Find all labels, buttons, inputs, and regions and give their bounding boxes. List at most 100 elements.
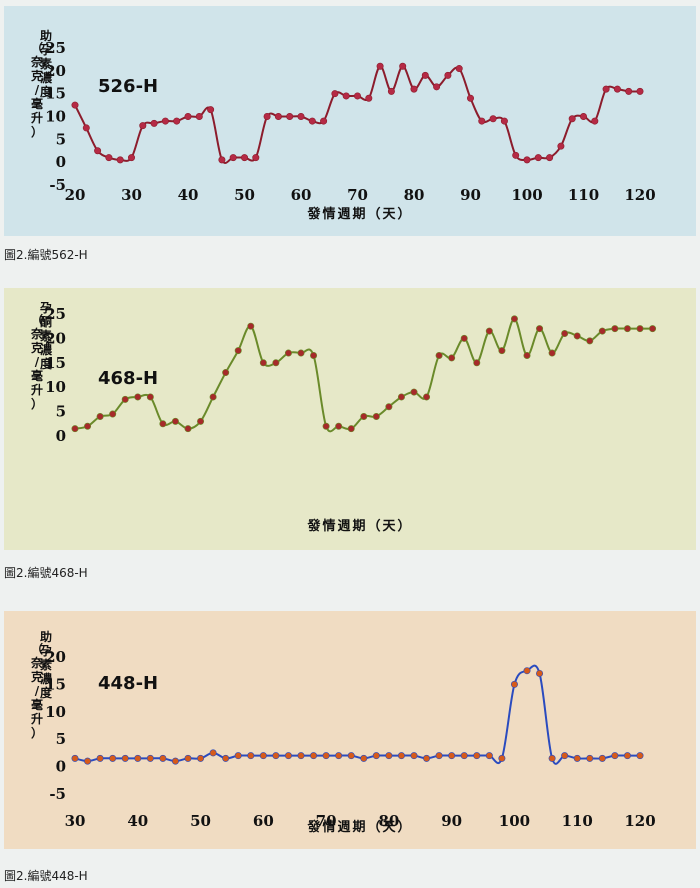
y-tick-label: 10 <box>45 703 66 721</box>
data-point <box>410 388 418 396</box>
data-point <box>171 757 179 765</box>
data-point <box>611 325 619 333</box>
x-tick-label: 40 <box>127 812 148 830</box>
data-point <box>159 420 167 428</box>
data-point <box>297 349 305 357</box>
data-point <box>184 425 192 433</box>
data-point <box>71 754 79 762</box>
chart-title: 448-H <box>98 673 158 694</box>
data-point <box>109 410 117 418</box>
data-point <box>209 393 217 401</box>
data-point <box>523 351 531 359</box>
x-tick-label: 20 <box>65 186 86 204</box>
data-point <box>71 101 79 109</box>
data-point <box>399 62 407 70</box>
data-point <box>561 330 569 338</box>
data-point <box>410 752 418 760</box>
y-tick-label: 10 <box>45 108 66 126</box>
data-point <box>94 147 102 155</box>
data-point <box>611 752 619 760</box>
data-point <box>385 752 393 760</box>
data-point <box>636 87 644 95</box>
y-tick-label: 15 <box>45 85 66 103</box>
y-tick-label: 25 <box>45 39 66 57</box>
y-axis-label-char: 素 <box>40 56 52 71</box>
data-point <box>308 117 316 125</box>
x-tick-label: 80 <box>404 186 425 204</box>
x-tick-label: 70 <box>316 812 337 830</box>
data-point <box>150 119 158 127</box>
data-point <box>512 151 520 159</box>
data-point <box>229 154 237 162</box>
y-tick-label: 20 <box>45 648 66 666</box>
data-point <box>397 752 405 760</box>
data-point <box>485 327 493 335</box>
y-axis-unit-char: / <box>35 355 40 369</box>
y-tick-label: 0 <box>56 758 66 776</box>
data-point <box>546 154 554 162</box>
x-axis-label: 發情週期（天） <box>306 819 412 835</box>
data-point <box>297 113 305 121</box>
data-point <box>455 65 463 73</box>
y-axis-unit-char: 奈 <box>30 54 44 69</box>
data-point <box>82 124 90 132</box>
data-point <box>435 351 443 359</box>
y-axis-label-char: 度 <box>40 84 53 99</box>
data-point <box>222 754 230 762</box>
x-tick-label: 120 <box>624 812 655 830</box>
data-point <box>252 154 260 162</box>
data-point <box>218 156 226 164</box>
x-axis-label: 發情週期（天） <box>306 206 412 222</box>
y-axis-label-char: 孕 <box>40 644 52 658</box>
y-tick-label: 5 <box>56 130 66 148</box>
y-axis-unit-char: 升 <box>31 110 43 125</box>
data-point <box>387 87 395 95</box>
data-point <box>134 393 142 401</box>
data-point <box>159 754 167 762</box>
data-point <box>284 349 292 357</box>
x-tick-label: 50 <box>190 812 211 830</box>
data-point <box>625 87 633 95</box>
data-point <box>320 117 328 125</box>
y-axis-unit-char: ） <box>31 396 43 411</box>
chart-background <box>4 288 696 550</box>
chart-title: 526-H <box>98 76 158 97</box>
y-axis-label-char: 孕 <box>40 301 52 315</box>
data-point <box>96 412 104 420</box>
x-tick-label: 70 <box>347 186 368 204</box>
data-point <box>247 322 255 330</box>
data-point <box>435 752 443 760</box>
data-point <box>365 94 373 102</box>
y-axis-unit-char: 克 <box>31 340 43 355</box>
data-point <box>347 752 355 760</box>
data-point <box>448 752 456 760</box>
y-axis-unit-char: / <box>35 684 40 698</box>
data-point <box>561 752 569 760</box>
data-point <box>209 749 217 757</box>
y-axis-label-char: 孕 <box>40 43 52 57</box>
data-point <box>573 754 581 762</box>
data-point <box>423 393 431 401</box>
data-point <box>284 752 292 760</box>
data-point <box>197 417 205 425</box>
data-point <box>433 83 441 91</box>
y-axis-label-char: 度 <box>40 685 53 700</box>
data-point <box>591 117 599 125</box>
y-axis-label-char: 助 <box>40 28 52 43</box>
y-tick-label: 0 <box>56 427 66 445</box>
data-point <box>197 754 205 762</box>
data-point <box>360 754 368 762</box>
data-point <box>536 669 544 677</box>
data-point <box>623 752 631 760</box>
y-tick-label: 25 <box>45 305 66 323</box>
data-point <box>372 752 380 760</box>
data-point <box>272 752 280 760</box>
y-tick-label: 5 <box>56 403 66 421</box>
x-tick-label: 80 <box>378 812 399 830</box>
data-point <box>207 106 215 114</box>
y-tick-label: 20 <box>45 329 66 347</box>
data-point <box>586 754 594 762</box>
data-point <box>184 113 192 121</box>
y-axis-unit-char: 奈 <box>30 655 44 670</box>
